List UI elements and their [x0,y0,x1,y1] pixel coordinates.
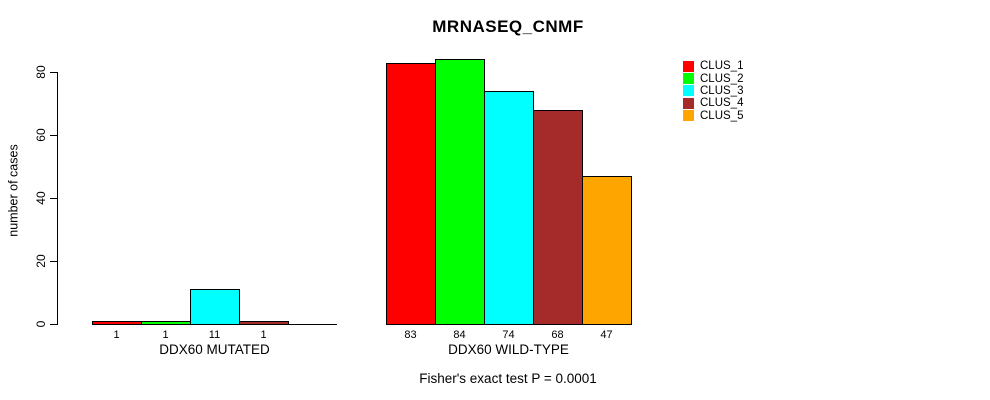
y-tick [50,72,57,73]
y-tick-label: 20 [34,254,48,268]
legend-swatch-clus-5 [683,110,694,122]
x-group-label: DDX60 MUTATED [159,342,270,357]
legend-label: CLUS_1 [700,60,744,73]
legend-label: CLUS_4 [700,97,744,110]
bar-value-label: 11 [208,329,221,341]
legend-swatch-clus-4 [683,97,694,109]
y-tick-label: 40 [34,191,48,205]
legend-swatch-clus-2 [683,73,694,85]
y-axis-line [57,72,58,325]
x-group-label: DDX60 WILD-TYPE [448,342,569,357]
bar-clus-2-group2 [435,59,485,325]
bar-value-label: 1 [162,329,169,341]
y-tick-label: 60 [34,128,48,142]
bar-clus-4-group2 [533,110,583,325]
bar-value-label: 68 [551,329,564,341]
y-tick [50,198,57,199]
bar-value-label: 74 [502,329,515,341]
bar-clus-3-group2 [484,91,534,325]
y-tick [50,135,57,136]
y-tick [50,261,57,262]
bar-clus-1-group2 [386,63,436,325]
legend-item: CLUS_5 [683,110,743,122]
chart-title: MRNASEQ_CNMF [432,17,584,36]
y-tick-label: 80 [34,65,48,79]
bar-value-label: 1 [260,329,267,341]
legend-swatch-clus-3 [683,85,694,97]
bar-clus-3-group1 [190,289,240,325]
legend-item: CLUS_4 [683,97,743,109]
bar-value-label: 84 [453,329,466,341]
bar-clus-2-group1 [141,321,191,325]
stat-test-note: Fisher's exact test P = 0.0001 [419,371,597,386]
legend-item: CLUS_2 [683,72,744,85]
legend-label: CLUS_2 [700,72,744,85]
legend-item: CLUS_1 [683,60,743,72]
y-tick-label: 0 [34,320,48,328]
legend-item: CLUS_3 [683,85,743,97]
legend-label: CLUS_3 [700,84,744,97]
bar-clus-1-group1 [92,321,142,325]
legend: CLUS_1 CLUS_2 CLUS_3 CLUS_4 CLUS_5 [683,60,743,122]
y-tick [50,324,57,325]
bar-value-label: 47 [600,329,613,341]
bar-clus-5-group2 [582,176,632,325]
legend-label: CLUS_5 [700,109,744,122]
bar-value-label: 83 [404,329,417,341]
bar-value-label: 1 [113,329,120,341]
bar-clus-4-group1 [239,321,289,325]
legend-swatch-clus-1 [683,60,694,72]
